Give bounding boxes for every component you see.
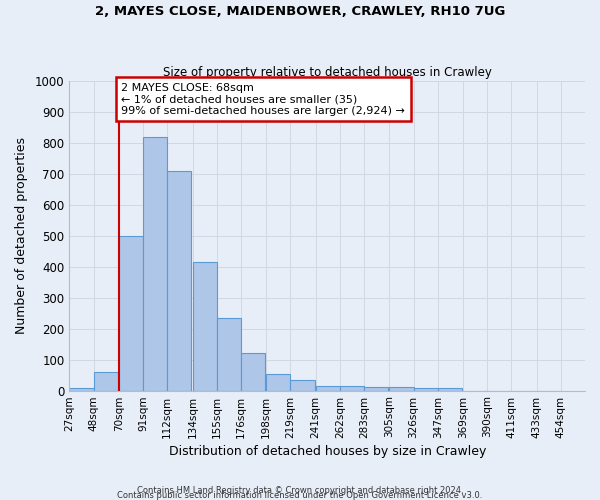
Bar	[167, 171, 191, 390]
Y-axis label: Number of detached properties: Number of detached properties	[15, 138, 28, 334]
Bar	[70, 388, 94, 390]
Bar	[316, 386, 340, 390]
Bar	[266, 374, 290, 390]
Bar	[437, 388, 462, 390]
Bar	[119, 236, 143, 390]
Text: Contains public sector information licensed under the Open Government Licence v3: Contains public sector information licen…	[118, 490, 482, 500]
Bar	[340, 386, 364, 390]
Title: Size of property relative to detached houses in Crawley: Size of property relative to detached ho…	[163, 66, 491, 78]
Text: Contains HM Land Registry data © Crown copyright and database right 2024.: Contains HM Land Registry data © Crown c…	[137, 486, 463, 495]
Text: 2 MAYES CLOSE: 68sqm
← 1% of detached houses are smaller (35)
99% of semi-detach: 2 MAYES CLOSE: 68sqm ← 1% of detached ho…	[121, 82, 405, 116]
Bar	[143, 137, 167, 390]
Bar	[389, 388, 413, 390]
Bar	[364, 387, 388, 390]
Bar	[217, 318, 241, 390]
Bar	[94, 372, 118, 390]
Bar	[241, 354, 265, 391]
Text: 2, MAYES CLOSE, MAIDENBOWER, CRAWLEY, RH10 7UG: 2, MAYES CLOSE, MAIDENBOWER, CRAWLEY, RH…	[95, 5, 505, 18]
Bar	[193, 262, 217, 390]
Bar	[290, 380, 314, 390]
Bar	[413, 388, 437, 390]
X-axis label: Distribution of detached houses by size in Crawley: Distribution of detached houses by size …	[169, 444, 486, 458]
